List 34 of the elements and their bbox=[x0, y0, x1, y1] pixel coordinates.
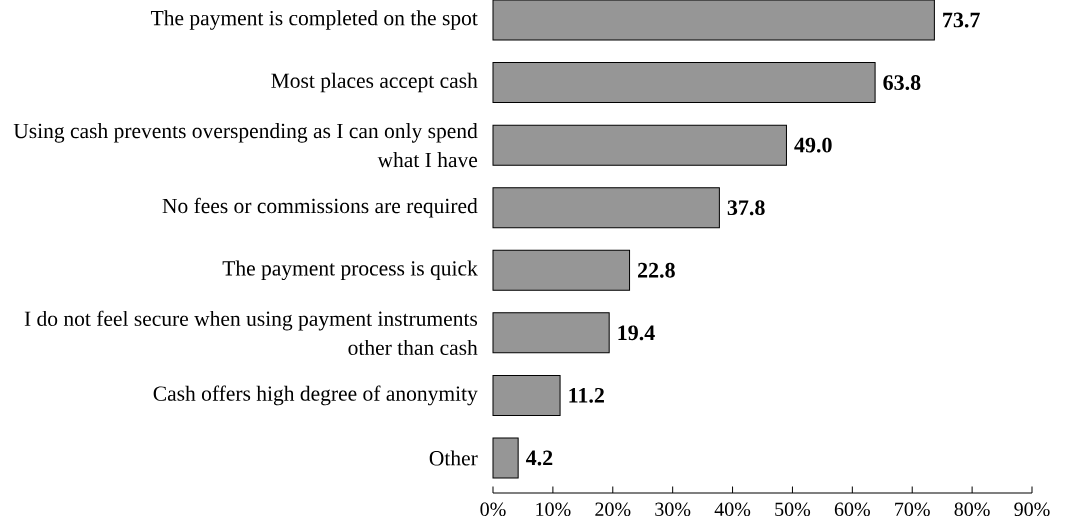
bar bbox=[492, 0, 935, 41]
bar bbox=[492, 437, 519, 479]
x-tick-label: 20% bbox=[595, 502, 631, 517]
y-tick-label: Using cash prevents overspending as I can only spend what I have bbox=[13, 123, 478, 168]
y-tick-label: The payment process is quick bbox=[222, 260, 478, 281]
x-tick-label: 70% bbox=[895, 502, 930, 517]
data-label: 49.0 bbox=[794, 137, 832, 153]
data-label: 19.4 bbox=[618, 325, 655, 341]
bar bbox=[492, 62, 876, 104]
bar bbox=[492, 249, 631, 291]
x-tick-label: 50% bbox=[775, 502, 811, 517]
data-label: 22.8 bbox=[638, 262, 675, 278]
bar bbox=[492, 312, 610, 354]
x-tick-label: 80% bbox=[954, 502, 990, 517]
x-tick-label: 60% bbox=[834, 502, 870, 517]
y-tick-label: Cash offers high degree of anonymity bbox=[153, 385, 478, 406]
x-tick-label: 0% bbox=[480, 502, 506, 517]
x-tick-label: 30% bbox=[655, 502, 691, 517]
data-label: 4.2 bbox=[525, 450, 553, 466]
x-tick-label: 40% bbox=[714, 502, 751, 517]
y-tick-label: Most places accept cash bbox=[271, 72, 478, 93]
y-tick-label: I do not feel secure when using payment instruments other than cash bbox=[24, 310, 478, 356]
bar bbox=[492, 374, 561, 416]
data-label: 63.8 bbox=[883, 75, 921, 91]
y-tick-label: The payment is completed on the spot bbox=[150, 10, 478, 30]
bar bbox=[492, 187, 720, 229]
data-label: 73.7 bbox=[943, 12, 980, 28]
data-label: 37.8 bbox=[727, 200, 765, 216]
y-tick-label: Other bbox=[429, 450, 478, 466]
bar bbox=[492, 124, 787, 166]
x-tick-label: 90% bbox=[1014, 502, 1050, 517]
data-label: 11.2 bbox=[569, 387, 604, 403]
y-tick-label: No fees or commissions are required bbox=[162, 197, 478, 218]
x-tick-label: 10% bbox=[536, 502, 571, 517]
